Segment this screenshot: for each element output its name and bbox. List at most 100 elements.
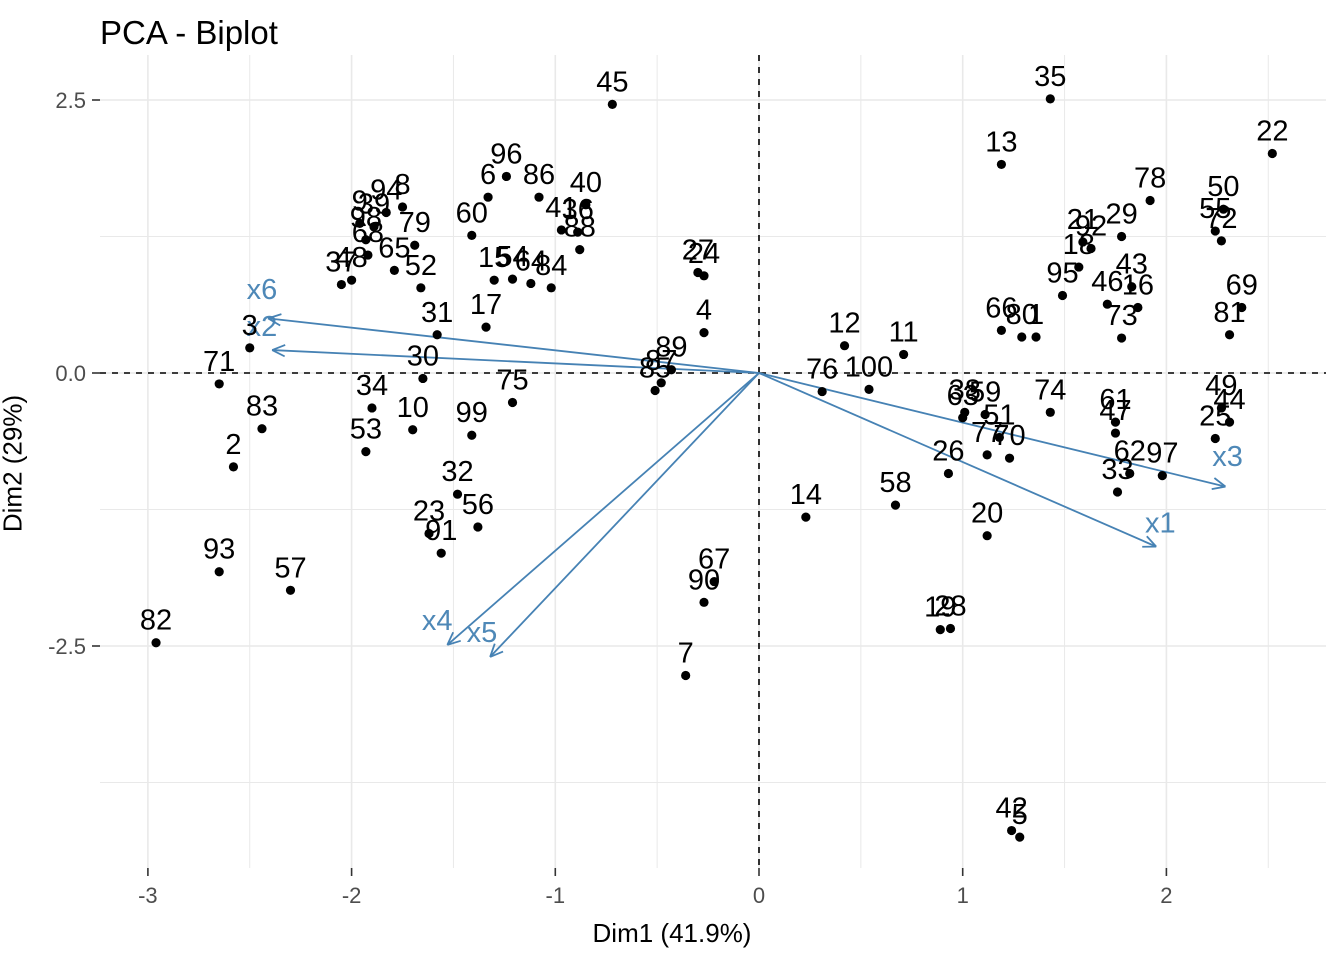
point-label: 37 <box>325 247 357 279</box>
variable-arrow-x6 <box>267 317 760 374</box>
point-label: 67 <box>698 544 730 576</box>
arrowhead <box>1146 535 1157 548</box>
data-point <box>410 240 420 250</box>
data-point <box>347 275 357 285</box>
data-point <box>285 585 296 595</box>
point-label: 96 <box>490 138 522 170</box>
arrowhead <box>267 317 281 327</box>
point-label: 52 <box>405 250 437 282</box>
y-tick-label: 2.5 <box>55 88 86 113</box>
point-label: 75 <box>496 364 528 396</box>
data-point <box>418 373 428 384</box>
arrowhead <box>1211 485 1226 490</box>
data-point <box>994 432 1004 443</box>
data-point <box>864 384 874 394</box>
point-label: 38 <box>949 374 981 406</box>
point-label: 41 <box>545 192 577 224</box>
point-label: 23 <box>413 496 445 528</box>
point-label: 11 <box>889 316 919 348</box>
point-label: 81 <box>1213 297 1245 329</box>
point-label: 13 <box>985 126 1017 158</box>
data-point <box>1237 302 1247 313</box>
point-label: 78 <box>1134 162 1166 194</box>
x-tick-label: 0 <box>753 883 765 908</box>
arrowhead <box>489 650 504 658</box>
point-label: 8 <box>394 169 410 201</box>
data-point <box>1078 237 1088 247</box>
point-label: 55 <box>1199 193 1231 225</box>
arrowhead <box>267 313 282 320</box>
data-point <box>473 522 483 532</box>
data-point <box>1110 417 1121 427</box>
data-point <box>681 670 691 681</box>
data-point <box>363 250 373 260</box>
data-point <box>361 235 371 245</box>
point-label: 42 <box>995 793 1027 825</box>
data-point <box>1017 332 1027 342</box>
point-label: 66 <box>985 292 1017 324</box>
point-label: 48 <box>335 242 367 274</box>
arrowhead <box>271 344 286 351</box>
point-label: 54 <box>496 241 528 273</box>
point-label: 49 <box>1205 370 1237 402</box>
point-label: 86 <box>523 159 555 191</box>
variable-label-x1: x1 <box>1145 508 1176 540</box>
point-label: 7 <box>678 637 694 669</box>
data-point <box>1216 403 1226 413</box>
variable-arrow-x4 <box>446 372 760 646</box>
data-point <box>257 424 267 434</box>
point-label: 88 <box>564 212 596 244</box>
data-point <box>1157 471 1167 481</box>
data-point <box>1112 487 1123 497</box>
point-label: 43 <box>1116 249 1148 281</box>
point-label: 2 <box>225 429 241 461</box>
data-point <box>467 430 477 440</box>
point-label: 72 <box>1205 203 1237 235</box>
point-label: 3 <box>242 310 258 342</box>
data-point <box>397 202 408 212</box>
data-point <box>369 222 379 232</box>
point-label: 14 <box>790 479 822 511</box>
data-point <box>483 192 493 202</box>
data-point <box>1004 453 1015 463</box>
x-tick-label: -2 <box>342 883 362 908</box>
data-point <box>982 450 992 460</box>
point-label: 28 <box>934 591 966 623</box>
point-label: 65 <box>378 232 410 264</box>
data-point <box>982 531 992 541</box>
data-point <box>1057 290 1068 301</box>
point-label: 20 <box>971 498 1003 530</box>
data-point <box>507 397 518 408</box>
data-point <box>650 385 660 396</box>
y-tick-label: -2.5 <box>48 634 86 659</box>
x-tick-label: 2 <box>1160 883 1172 908</box>
point-label: 58 <box>879 467 911 499</box>
data-point <box>416 283 426 293</box>
point-label: 97 <box>1146 438 1178 470</box>
point-label: 40 <box>570 167 602 199</box>
data-point <box>817 386 827 397</box>
point-label: 83 <box>246 391 278 423</box>
data-point <box>1074 262 1084 272</box>
data-point <box>1133 302 1143 313</box>
data-point <box>1102 299 1112 309</box>
data-point <box>355 218 365 228</box>
x-tick-label: 1 <box>957 883 969 908</box>
data-point <box>381 207 391 218</box>
data-point <box>1015 832 1025 842</box>
y-axis-title: Dim2 (29%) <box>0 394 28 533</box>
point-label: 9 <box>352 185 368 217</box>
data-point <box>607 99 617 109</box>
point-label: 5 <box>1012 799 1028 831</box>
arrowhead <box>1213 477 1227 488</box>
data-point <box>890 500 901 510</box>
point-label: 73 <box>1105 300 1137 332</box>
data-point <box>534 192 544 202</box>
data-point <box>573 227 583 237</box>
variable-arrow-x5 <box>489 372 760 658</box>
variable-arrow-x1 <box>758 372 1157 548</box>
data-point <box>801 512 811 522</box>
data-point <box>1218 204 1229 214</box>
point-label: 32 <box>441 456 473 488</box>
point-label: 93 <box>203 534 235 566</box>
